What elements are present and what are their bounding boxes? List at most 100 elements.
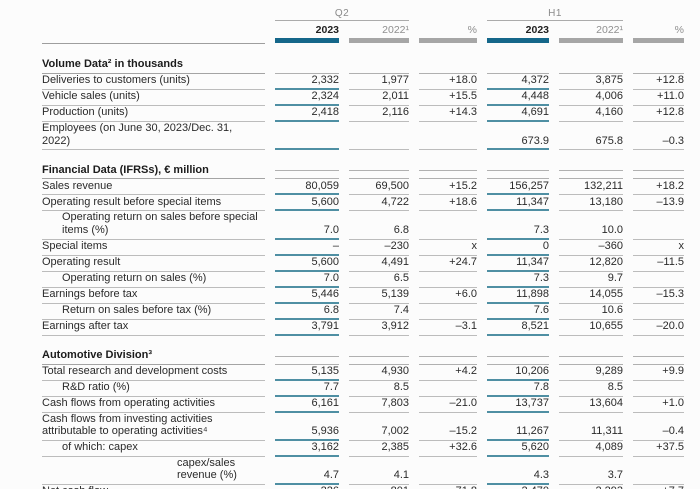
cell-value: 4,722 — [349, 196, 409, 212]
cell-value: 6.8 — [275, 304, 339, 320]
cell-value: +18.0 — [419, 74, 477, 90]
cell-value — [275, 147, 339, 151]
cell-value: 7.0 — [275, 224, 339, 240]
section-rule-cell — [487, 355, 549, 365]
cell-value: 5,139 — [349, 288, 409, 304]
cell-value: 6,161 — [275, 397, 339, 413]
cell-value: 13,180 — [559, 196, 623, 212]
column-header-q2-pct: % — [467, 24, 477, 36]
table-row: capex/sales revenue (%) 4.7 4.1 4.3 3.7 — [0, 457, 700, 486]
section-rule-cell — [487, 66, 549, 74]
cell-value: –71.8 — [419, 485, 477, 489]
cell-value: 11,898 — [487, 288, 549, 304]
cell-value: +12.8 — [633, 74, 684, 90]
cell-value — [419, 285, 477, 288]
cell-value: 2,385 — [349, 441, 409, 457]
cell-value: x — [419, 240, 477, 256]
row-label: Return on sales before tax (%) — [42, 304, 265, 320]
cell-value: 11,267 — [487, 425, 549, 441]
section-rule-cell — [419, 170, 477, 180]
row-label: Operating result before special items — [42, 196, 265, 212]
cell-value — [633, 237, 684, 240]
cell-value: 13,737 — [487, 397, 549, 413]
section-rule-cell — [349, 66, 409, 74]
cell-value: –21.0 — [419, 397, 477, 413]
cell-value: –0.3 — [633, 135, 684, 151]
row-label: capex/sales revenue (%) — [42, 457, 265, 486]
cell-value: 5,600 — [275, 196, 339, 212]
cell-value: 4.7 — [275, 469, 339, 486]
cell-value: 10,206 — [487, 365, 549, 381]
cell-value: +18.6 — [419, 196, 477, 212]
cell-value: 7.6 — [487, 304, 549, 320]
table-row: Deliveries to customers (units) 2,332 1,97… — [0, 74, 700, 90]
cell-value: 9,289 — [559, 365, 623, 381]
section-title: Financial Data (IFRSs), € million — [42, 164, 265, 180]
table-row: Earnings after tax 3,791 3,912 –3.1 8,521 10,… — [0, 320, 700, 336]
section-gap — [0, 150, 700, 161]
cell-value: +14.3 — [419, 106, 477, 122]
cell-value: 3,791 — [275, 320, 339, 336]
section-header-row: Automotive Division³ — [0, 347, 700, 365]
accent-bar-h1-2022 — [559, 38, 623, 43]
cell-value: 4.1 — [349, 469, 409, 486]
cell-value: –11.5 — [633, 256, 684, 272]
row-label: R&D ratio (%) — [42, 381, 265, 397]
cell-value: 4,089 — [559, 441, 623, 457]
cell-value: 11,347 — [487, 196, 549, 212]
accent-bar-q2-pct — [419, 38, 477, 43]
table-row: Operating result before special items 5,6… — [0, 195, 700, 212]
accent-bar-q2-2023 — [275, 38, 339, 43]
table-row: of which: capex 3,162 2,385 +32.6 5,620 4,089… — [0, 441, 700, 457]
section-header-row: Volume Data² in thousands — [0, 56, 700, 74]
cell-value: 12,820 — [559, 256, 623, 272]
cell-value: 9.7 — [559, 272, 623, 288]
table-row: Production (units) 2,418 2,116 +14.3 4,691 4,… — [0, 106, 700, 122]
cell-value: +24.7 — [419, 256, 477, 272]
section-rule-cell — [633, 355, 684, 365]
cell-value: 2,470 — [487, 485, 549, 489]
table-row: Sales revenue 80,059 69,500 +15.2 156,257 132… — [0, 179, 700, 196]
cell-value: +9.9 — [633, 365, 684, 381]
row-label: Sales revenue — [42, 180, 265, 196]
cell-value: 673.9 — [487, 135, 549, 151]
cell-value: +1.0 — [633, 397, 684, 413]
cell-value: +6.0 — [419, 288, 477, 304]
cell-value: –13.9 — [633, 196, 684, 212]
cell-value: 2,324 — [275, 90, 339, 106]
cell-value: 5,620 — [487, 441, 549, 457]
section-rule-cell — [275, 355, 339, 365]
cell-value: +7.7 — [633, 485, 684, 489]
cell-value: 2,116 — [349, 106, 409, 122]
cell-value: 4,491 — [349, 256, 409, 272]
cell-value — [419, 317, 477, 320]
accent-bar-h1-2023 — [487, 38, 549, 43]
cell-value: 5,135 — [275, 365, 339, 381]
cell-value: +15.2 — [419, 180, 477, 196]
section-rule-cell — [633, 66, 684, 74]
cell-value: 8,521 — [487, 320, 549, 336]
accent-bar-q2-2022 — [349, 38, 409, 43]
label-column-rule — [42, 38, 265, 44]
cell-value: 7.0 — [275, 272, 339, 288]
section-gap — [0, 336, 700, 347]
cell-value: 8.5 — [349, 381, 409, 397]
cell-value: 10.0 — [559, 224, 623, 240]
row-label: Earnings before tax — [42, 288, 265, 304]
section-title: Automotive Division³ — [42, 349, 265, 365]
cell-value: 0 — [487, 240, 549, 256]
cell-value: 5,446 — [275, 288, 339, 304]
row-label: Deliveries to customers (units) — [42, 74, 265, 90]
cell-value: 6.5 — [349, 272, 409, 288]
cell-value: –3.1 — [419, 320, 477, 336]
table-row: Operating return on sales (%) 7.0 6.5 7.3 9.… — [0, 272, 700, 288]
row-label: Vehicle sales (units) — [42, 90, 265, 106]
section-rule-cell — [419, 355, 477, 365]
cell-value: +4.2 — [419, 365, 477, 381]
cell-value: 5,600 — [275, 256, 339, 272]
section-rule-cell — [349, 355, 409, 365]
row-label: Total research and development costs — [42, 365, 265, 381]
table-row: Cash flows from investing activities att… — [0, 413, 700, 441]
section-title: Volume Data² in thousands — [42, 58, 265, 74]
cell-value: 11,347 — [487, 256, 549, 272]
